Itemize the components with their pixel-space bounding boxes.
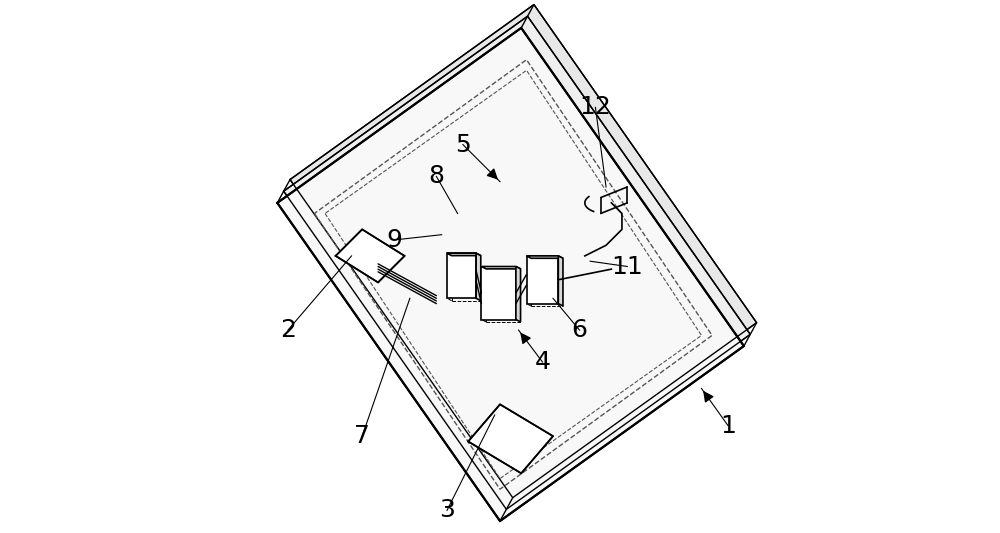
Polygon shape <box>284 16 750 510</box>
Text: 1: 1 <box>720 414 736 438</box>
Text: 5: 5 <box>455 133 471 157</box>
Text: 2: 2 <box>280 318 296 342</box>
Text: 11: 11 <box>611 254 643 279</box>
Polygon shape <box>481 266 516 319</box>
Polygon shape <box>481 266 521 269</box>
Polygon shape <box>516 266 521 322</box>
Polygon shape <box>558 256 563 306</box>
Polygon shape <box>527 256 563 259</box>
Text: 9: 9 <box>386 228 402 252</box>
Polygon shape <box>336 229 405 282</box>
Polygon shape <box>447 253 476 298</box>
Text: 6: 6 <box>572 318 588 342</box>
Text: 7: 7 <box>354 424 370 448</box>
Text: 8: 8 <box>428 164 444 188</box>
Text: 3: 3 <box>439 498 455 522</box>
Text: 4: 4 <box>534 350 550 374</box>
Polygon shape <box>476 253 481 301</box>
Polygon shape <box>527 256 558 304</box>
Polygon shape <box>290 5 757 498</box>
Polygon shape <box>468 405 553 473</box>
Text: 12: 12 <box>580 95 611 119</box>
Polygon shape <box>277 28 744 521</box>
Polygon shape <box>447 253 481 256</box>
